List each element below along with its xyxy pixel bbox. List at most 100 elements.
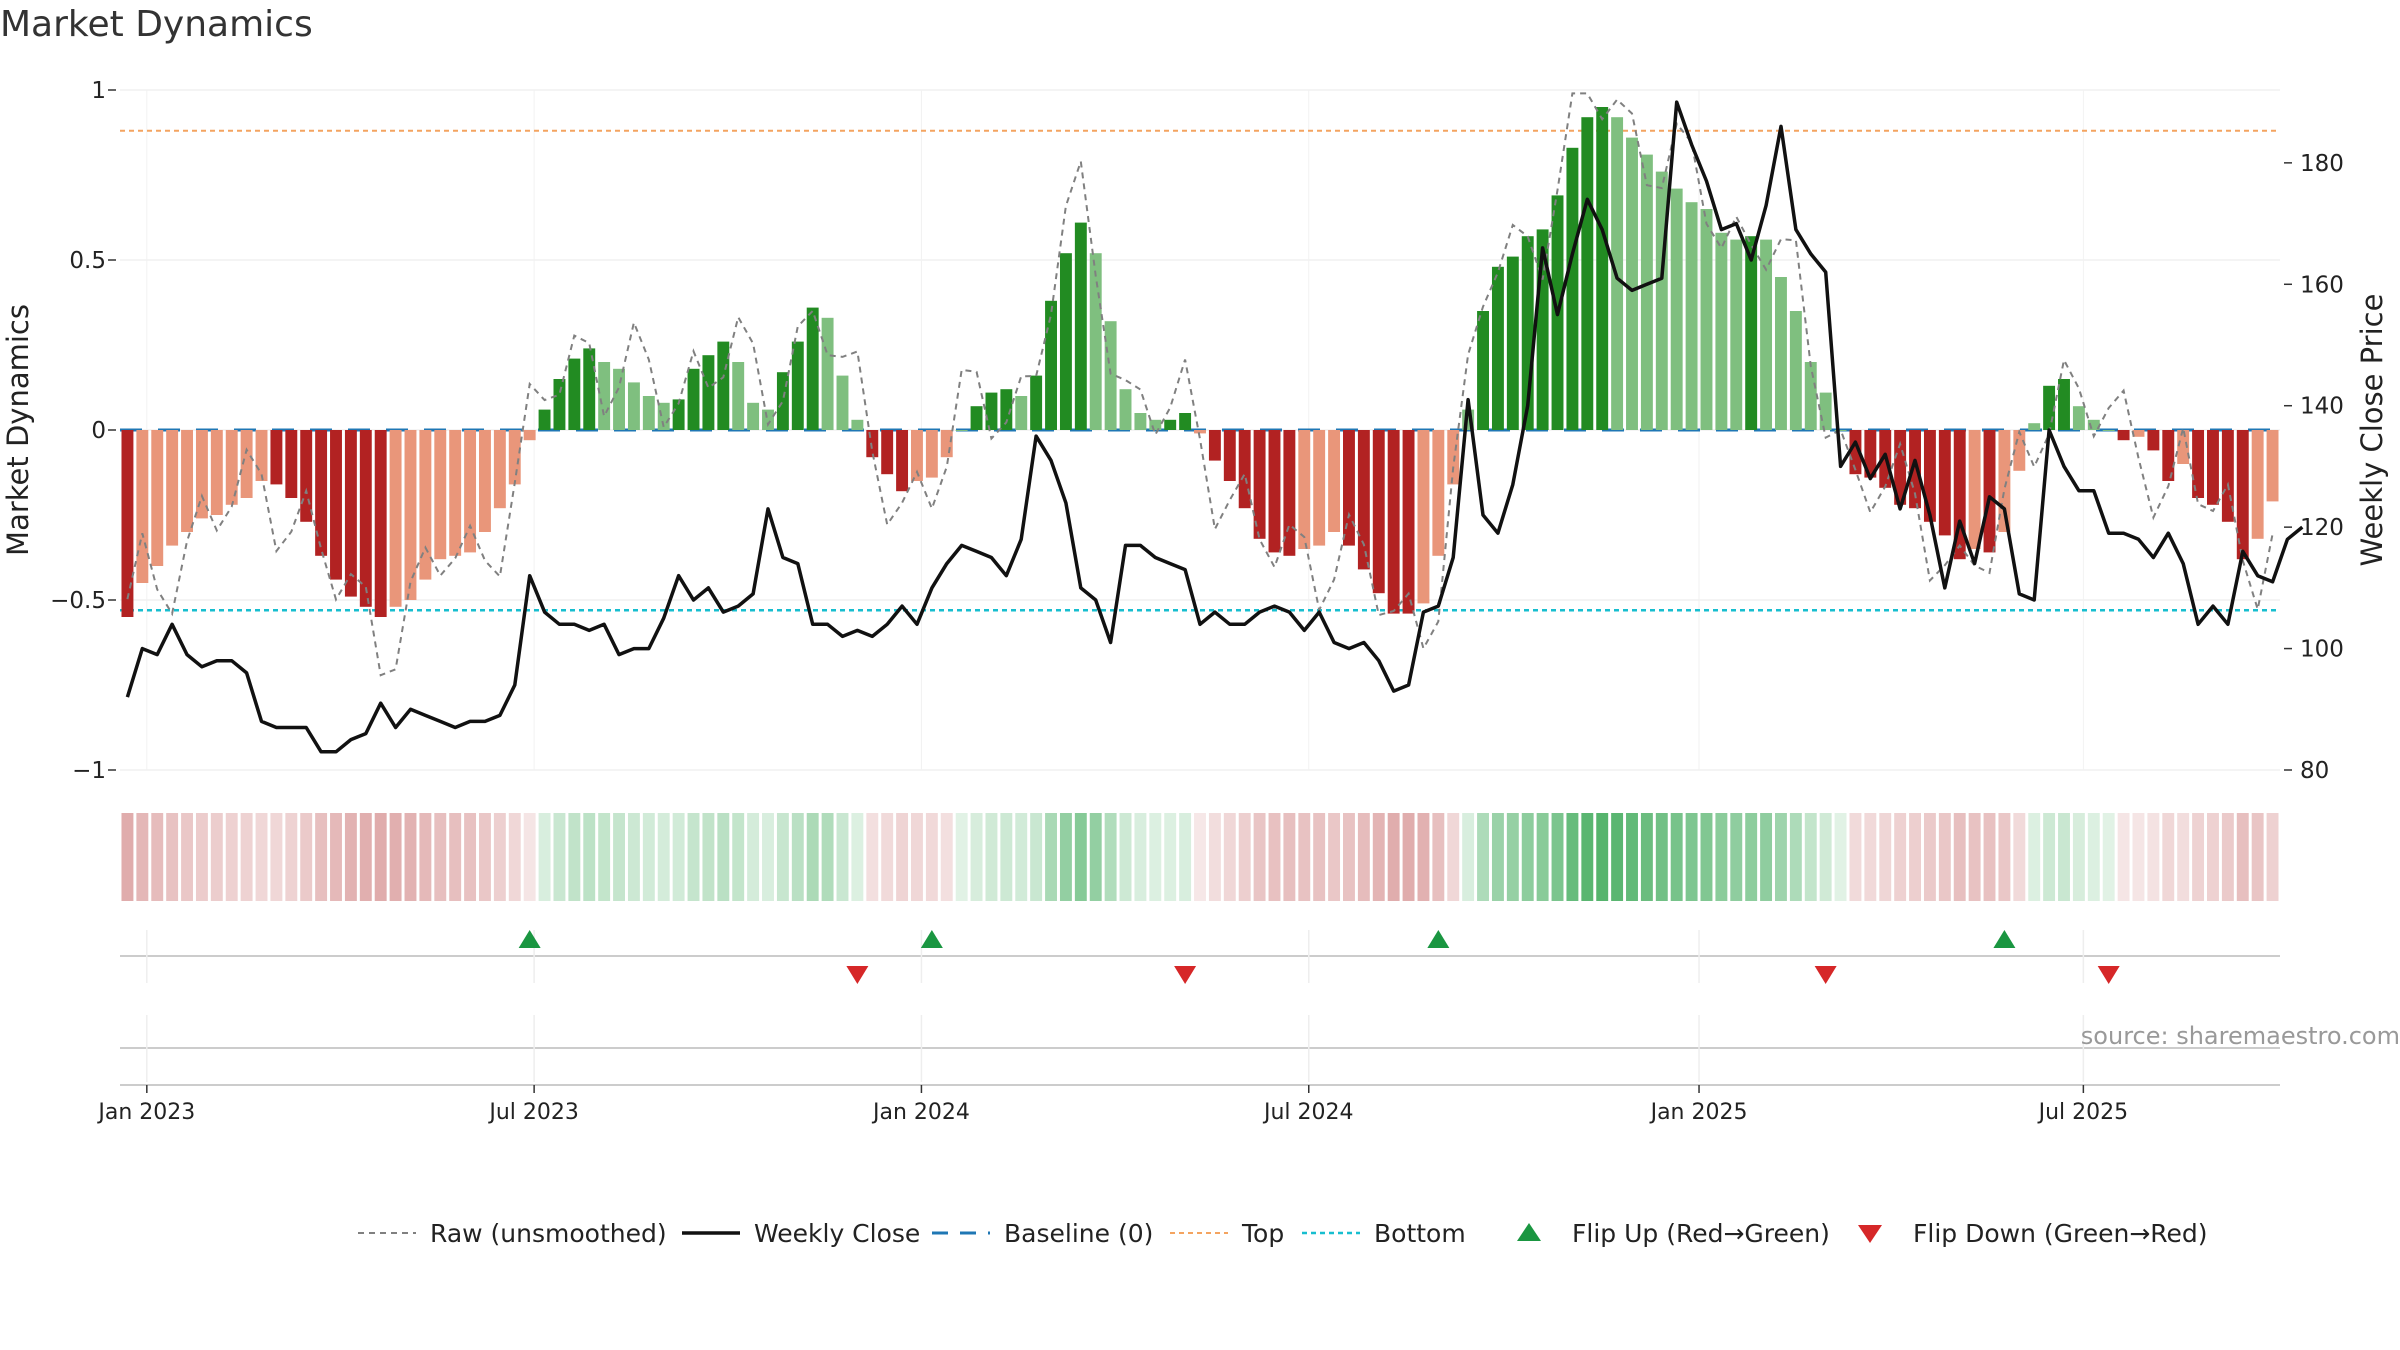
regime-strip-cell	[1685, 813, 1698, 901]
dynamics-bar	[1432, 430, 1445, 556]
legend-swatch	[1858, 1225, 1882, 1243]
dynamics-bar	[300, 430, 313, 522]
dynamics-bar	[1715, 232, 1728, 430]
flip-markers-panel	[120, 930, 2280, 984]
regime-strip-cell	[776, 813, 789, 901]
dynamics-bar	[1968, 430, 1981, 549]
regime-strip-cell	[1000, 813, 1013, 901]
dynamics-bar	[315, 430, 328, 556]
regime-strip-cell	[121, 813, 134, 901]
dynamics-bar	[1238, 430, 1251, 509]
regime-strip-cell	[479, 813, 491, 901]
dynamics-bar	[940, 430, 953, 458]
dynamics-bar	[1477, 311, 1489, 430]
dynamics-bar	[359, 430, 372, 607]
dynamics-bar	[806, 307, 819, 430]
regime-strip-cell	[1134, 813, 1147, 901]
dynamics-bar	[1521, 236, 1534, 430]
dynamics-bar	[538, 409, 551, 430]
dynamics-bar	[896, 430, 909, 492]
dynamics-bar	[1223, 430, 1236, 481]
regime-strip-cell	[672, 813, 685, 901]
regime-strip-cell	[568, 813, 581, 901]
dynamics-bar	[2266, 430, 2279, 502]
regime-strip-cell	[642, 813, 655, 901]
x-tick-label: Jan 2025	[1649, 1100, 1748, 1125]
regime-strip-cell	[1030, 813, 1043, 901]
left-y-axis: 1 0.5 0 −0.5 −1 Market Dynamics	[1, 78, 116, 784]
regime-strip-cell	[404, 813, 417, 901]
dynamics-bar	[717, 341, 730, 430]
dynamics-bar	[613, 368, 625, 430]
y-right-label: Weekly Close Price	[2355, 294, 2389, 567]
dynamics-bar	[1208, 430, 1221, 461]
y-right-tick-label: 160	[2300, 272, 2344, 298]
flip-up-marker	[1993, 930, 2016, 948]
dynamics-bar	[1745, 236, 1758, 430]
regime-strip-cell	[1819, 813, 1832, 901]
regime-strip-cell	[255, 813, 268, 901]
dynamics-bar	[136, 430, 149, 583]
flip-up-marker	[920, 930, 943, 948]
dynamics-bar	[270, 430, 283, 485]
dynamics-bar	[1849, 430, 1862, 475]
regime-strip-cell	[493, 813, 506, 901]
dynamics-bar	[866, 430, 879, 458]
dynamics-bar	[821, 317, 834, 430]
dynamics-bar	[449, 430, 462, 556]
regime-strip-cell	[1611, 813, 1624, 901]
dynamics-bar	[1566, 147, 1579, 431]
x-axis: Jan 2023 Jul 2023 Jan 2024 Jul 2024 Jan 2025…	[96, 1084, 2280, 1125]
regime-strip-cell	[166, 813, 179, 901]
regime-strip-cell	[1119, 813, 1132, 901]
dynamics-bar	[464, 430, 477, 553]
regime-strip-cell	[732, 813, 745, 901]
dynamics-bar	[2102, 430, 2115, 431]
dynamics-bar	[1283, 430, 1296, 556]
regime-strip-cell	[1789, 813, 1802, 901]
regime-strip-cell	[940, 813, 953, 901]
regime-strip-cell	[1432, 813, 1445, 901]
dynamics-bar	[836, 375, 849, 430]
dynamics-bar	[166, 430, 179, 546]
dynamics-bar	[911, 430, 923, 481]
regime-strip-cell	[2072, 813, 2085, 901]
y-right-tick-label: 180	[2300, 151, 2344, 177]
regime-strip-cell	[1804, 813, 1817, 901]
regime-strip-cell	[1938, 813, 1951, 901]
dynamics-bar	[1626, 137, 1638, 430]
legend-label: Top	[1241, 1219, 1284, 1248]
dynamics-bar	[598, 362, 611, 430]
dynamics-bar	[1491, 266, 1504, 430]
regime-strip-cell	[553, 813, 566, 901]
regime-strip-cell	[1626, 813, 1638, 901]
dynamics-bar	[747, 402, 760, 430]
dynamics-bar	[1119, 389, 1132, 430]
dynamics-bar	[1819, 392, 1832, 430]
regime-strip-cell	[330, 813, 342, 901]
regime-strip-cell	[1253, 813, 1266, 901]
dynamics-bar	[657, 402, 670, 430]
dynamics-bar	[702, 355, 715, 430]
regime-strip-cell	[1402, 813, 1415, 901]
dynamics-bar	[493, 430, 506, 509]
y-right-tick-label: 100	[2300, 637, 2344, 663]
regime-strip-cell	[821, 813, 834, 901]
right-y-axis: 180 160 140 120 100 80 Weekly Close Price	[2284, 151, 2389, 784]
regime-strip-cell	[1268, 813, 1281, 901]
regime-strip-cell	[1089, 813, 1102, 901]
legend-label: Baseline (0)	[1004, 1219, 1153, 1248]
regime-strip-cell	[538, 813, 551, 901]
dynamics-bar	[1149, 419, 1162, 430]
dynamics-bar	[1357, 430, 1370, 570]
dynamics-bar	[1730, 239, 1743, 430]
regime-strip-cell	[270, 813, 283, 901]
dynamics-bar	[1164, 419, 1177, 430]
dynamics-bar	[1923, 430, 1936, 522]
dynamics-bar	[2072, 406, 2085, 430]
dynamics-bar	[732, 362, 745, 430]
regime-strip-cell	[1343, 813, 1355, 901]
regime-strip-cell	[1760, 813, 1773, 901]
dynamics-bar	[791, 341, 804, 430]
dynamics-bar	[1447, 430, 1460, 485]
